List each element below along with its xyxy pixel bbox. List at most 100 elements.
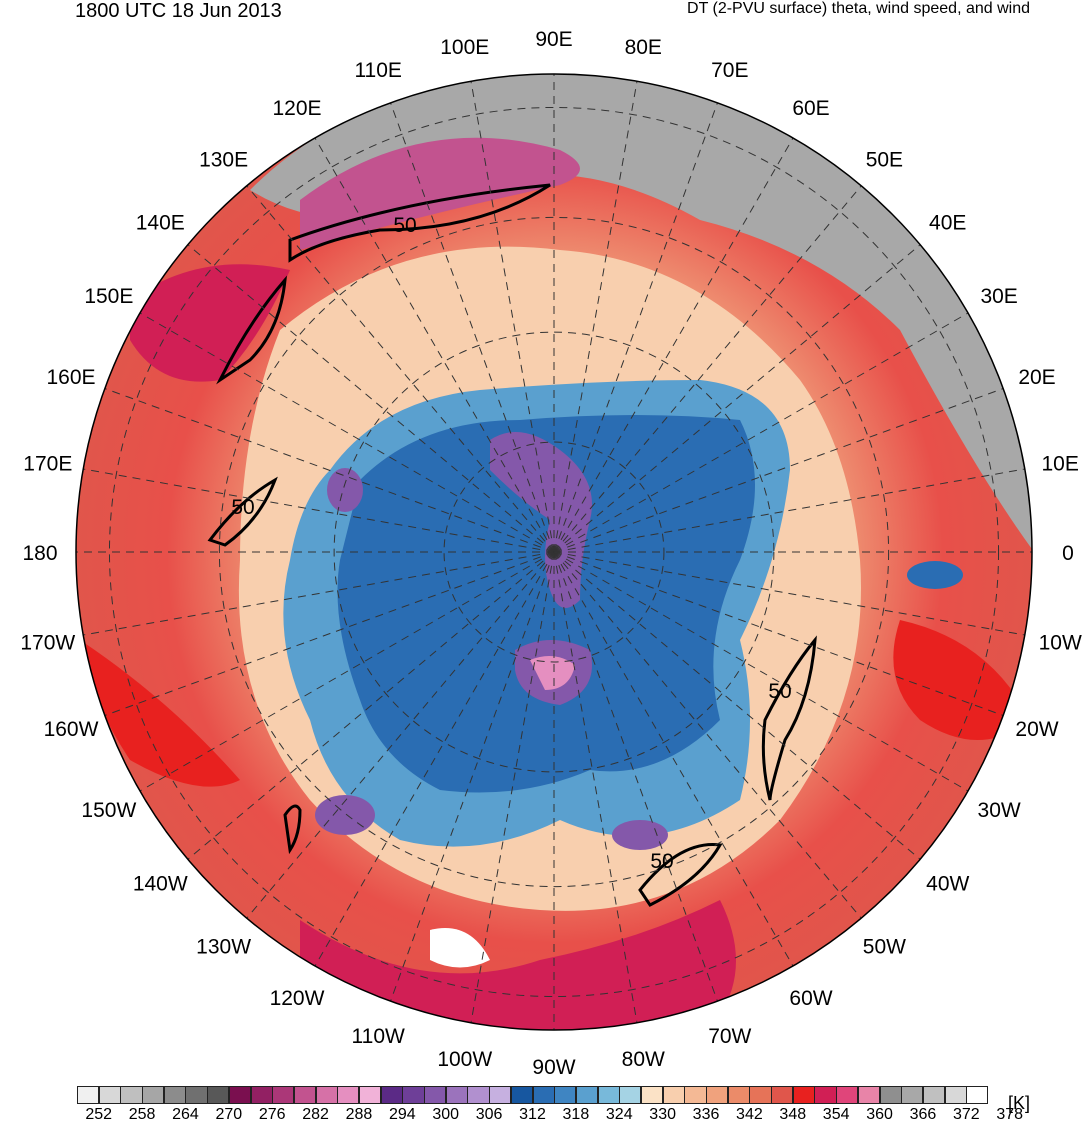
jet-contour-east	[761, 635, 817, 801]
longitude-label-10w: 10W	[1039, 631, 1082, 654]
colorbar-cell	[228, 1086, 252, 1104]
longitude-label-50e: 50E	[866, 148, 903, 171]
contour-labels: 50 50 50 50	[231, 214, 791, 873]
graticule	[76, 74, 1032, 1030]
colorbar-tick-label: 312	[519, 1106, 546, 1123]
longitude-label-160e: 160E	[46, 366, 95, 389]
red-region-south	[300, 900, 736, 1030]
colorbar-cell	[489, 1086, 512, 1104]
colorbar-cell	[966, 1086, 989, 1104]
colorbar-cell	[944, 1086, 967, 1104]
meridian-line	[553, 312, 969, 553]
colorbar-unit: [K]	[1008, 1093, 1031, 1113]
colorbar-cell	[814, 1086, 837, 1104]
longitude-label-100w: 100W	[437, 1048, 492, 1071]
colorbar-cell	[250, 1086, 273, 1104]
meridian-line	[553, 551, 1004, 716]
colorbar-cell	[662, 1086, 685, 1104]
colorbar-cell	[771, 1086, 794, 1104]
blue-core-east	[907, 561, 963, 589]
meridian-line	[553, 551, 969, 792]
longitude-label-130e: 130E	[199, 148, 248, 171]
longitude-label-110w: 110W	[352, 1025, 405, 1048]
colorbar-tick-label: 372	[952, 1106, 980, 1123]
colorbar-cell	[337, 1086, 360, 1104]
longitude-label-150w: 150W	[81, 799, 136, 822]
colorbar-tick-label: 354	[822, 1106, 850, 1123]
latitude-circle	[218, 216, 890, 888]
meridian-line	[470, 81, 555, 553]
colorbar-tick-label: 252	[85, 1106, 113, 1123]
colorbar-cell	[640, 1086, 664, 1104]
purple-core-west	[327, 468, 363, 512]
meridian-line	[83, 551, 555, 636]
meridian-line	[187, 551, 555, 860]
meridian-line	[553, 137, 794, 553]
jet-contour-north	[288, 183, 551, 263]
meridian-line	[104, 388, 555, 553]
latitude-circle	[108, 106, 1000, 998]
colorbar-cell	[836, 1086, 859, 1104]
jet-contour-southwest	[283, 804, 302, 855]
colorbar-cell	[510, 1086, 533, 1104]
longitude-label-120w: 120W	[270, 987, 325, 1010]
red-region-west-pacific	[130, 264, 290, 382]
longitude-label-160w: 160W	[44, 718, 99, 741]
gray-region-north	[250, 74, 1032, 560]
meridian-line	[187, 244, 555, 553]
colorbar-tick-label: 378	[996, 1106, 1024, 1123]
colorbar-tick-label: 264	[172, 1106, 199, 1123]
red-region-east-pacific	[80, 640, 240, 787]
white-patch	[430, 928, 490, 968]
colorbar-cell	[922, 1086, 946, 1104]
red-region-atlantic	[893, 620, 1030, 740]
longitude-label-140e: 140E	[136, 212, 185, 235]
longitude-label-90e: 90E	[535, 28, 572, 51]
longitude-label-140w: 140W	[133, 872, 188, 895]
colorbar-cell	[684, 1086, 707, 1104]
longitude-label-40e: 40E	[929, 212, 966, 235]
colorbar-cell	[77, 1086, 100, 1104]
longitude-label-50w: 50W	[863, 936, 906, 959]
colorbar-tick-label: 348	[779, 1106, 807, 1123]
meridian-line	[553, 244, 921, 553]
longitude-label-20e: 20E	[1018, 366, 1055, 389]
colorbar-tick-label: 288	[345, 1106, 373, 1123]
longitude-label-80e: 80E	[625, 36, 662, 59]
contour-value-label: 50	[768, 680, 791, 703]
colorbar-cell	[597, 1086, 620, 1104]
meridian-line	[553, 551, 718, 1002]
longitude-label-100e: 100E	[440, 36, 489, 59]
meridian-line	[553, 81, 638, 553]
longitude-label-40w: 40W	[926, 872, 969, 895]
latitude-circle	[333, 331, 775, 773]
colorbar-tick-label: 270	[215, 1106, 243, 1123]
colorbar-cell	[575, 1086, 599, 1104]
colorbar-cell	[424, 1086, 447, 1104]
jet-contour-northwest	[216, 275, 287, 385]
contour-value-label: 50	[231, 496, 254, 519]
meridian-line	[553, 551, 1025, 636]
jet-contour-south	[638, 843, 723, 907]
colorbar-tick-label: 360	[866, 1106, 893, 1123]
colorbar-tick-label: 306	[475, 1106, 503, 1123]
meridian-line	[314, 551, 555, 967]
longitude-label-80w: 80W	[622, 1048, 665, 1071]
meridian-line	[553, 468, 1025, 553]
meridian-line	[83, 468, 555, 553]
contour-value-label: 50	[393, 214, 416, 237]
colorbar-cell	[207, 1086, 230, 1104]
colorbar-tick-label: 324	[605, 1106, 633, 1123]
meridian-line	[553, 551, 794, 967]
longitude-label-170w: 170W	[20, 631, 75, 654]
colorbar-cell	[445, 1086, 468, 1104]
colorbar-cell	[727, 1086, 750, 1104]
colorbar-cell	[402, 1086, 425, 1104]
meridian-line	[246, 551, 555, 919]
colorbar-cell	[120, 1086, 143, 1104]
latitude-circle	[443, 441, 665, 663]
jet-contour-west	[207, 476, 278, 547]
colorbar-cell	[315, 1086, 338, 1104]
colorbar-tick-label: 276	[258, 1106, 286, 1123]
purple-core-south	[612, 820, 668, 850]
